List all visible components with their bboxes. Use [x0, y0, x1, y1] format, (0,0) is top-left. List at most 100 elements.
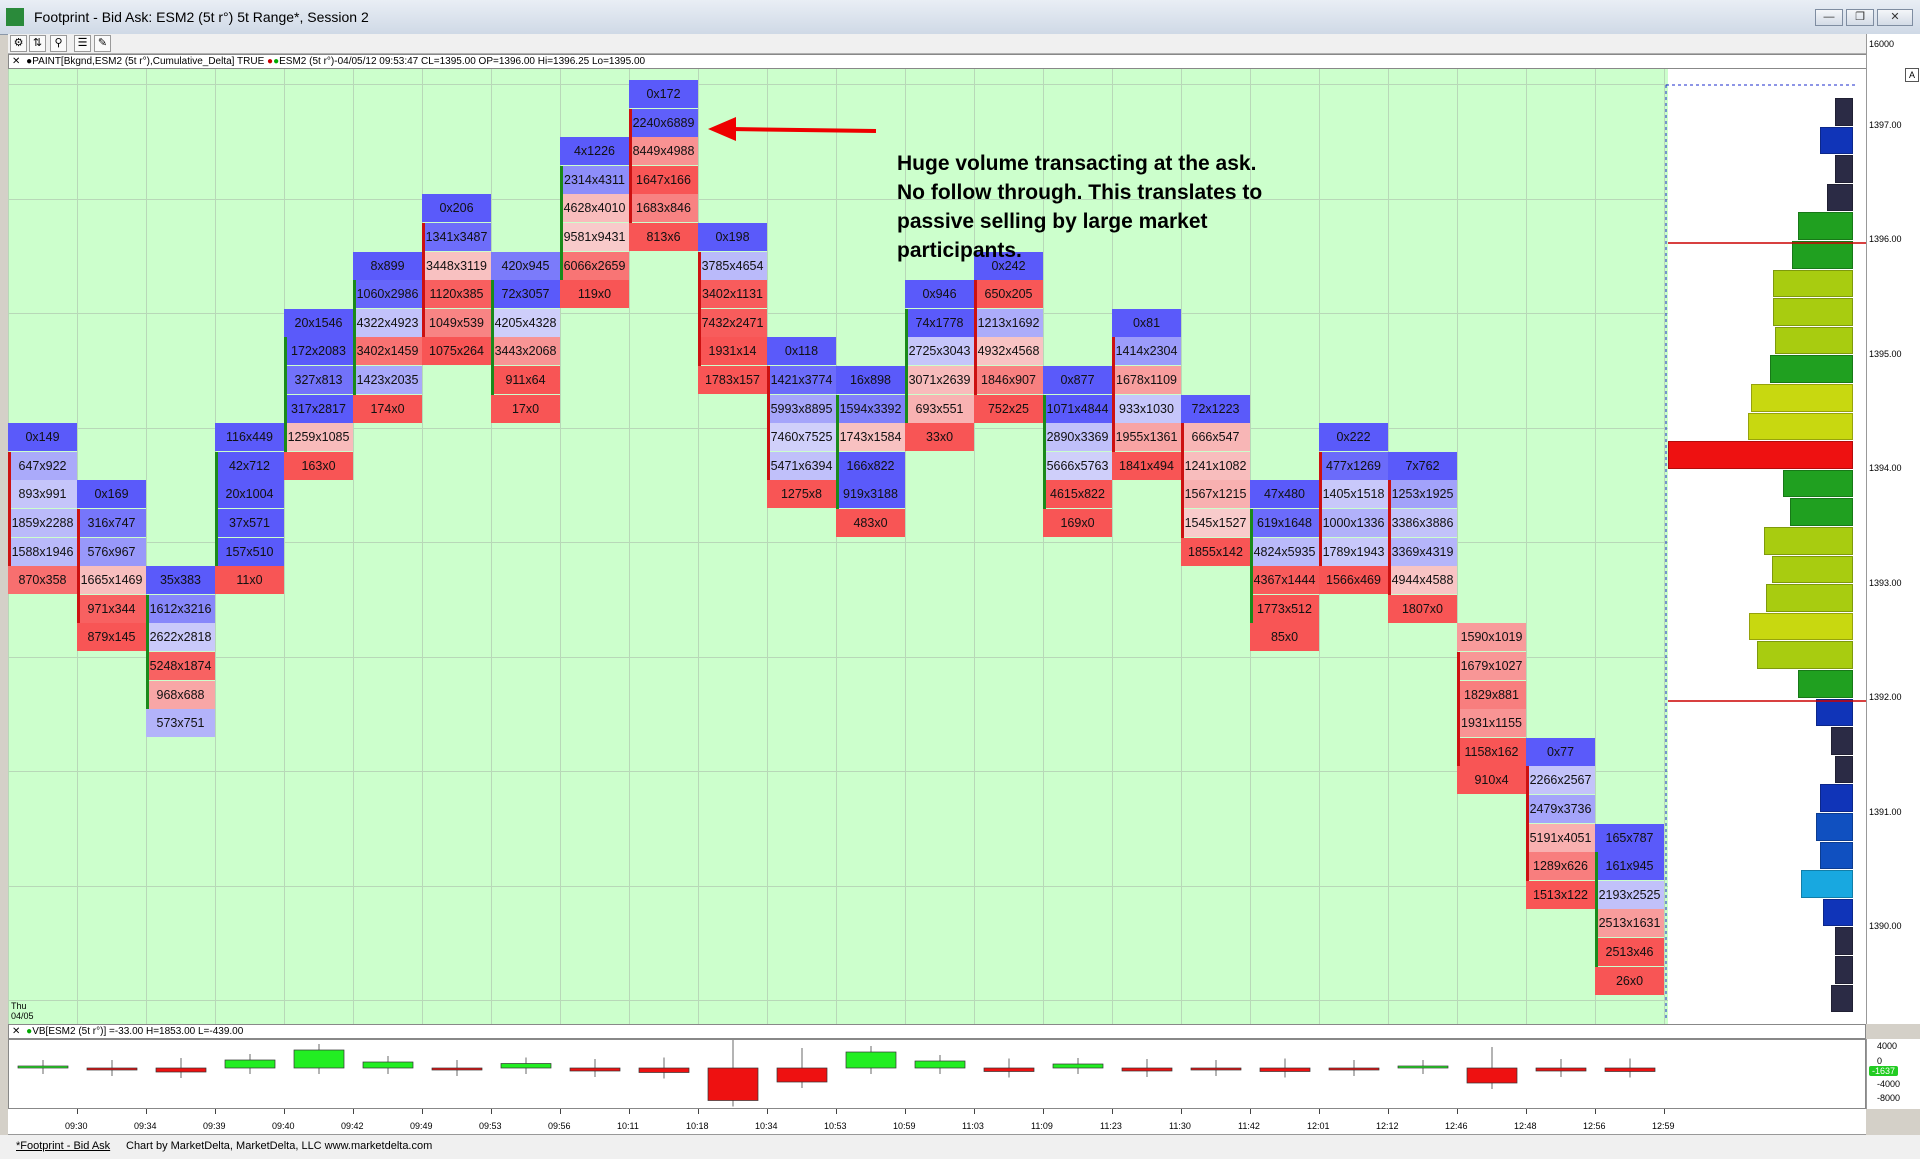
volume-breakdown-histogram — [17, 1029, 1656, 1107]
minimize-button[interactable]: — — [1815, 9, 1843, 26]
footprint-cell: 879x145 — [77, 623, 146, 652]
chart-type-icon[interactable]: ⇅ — [29, 35, 46, 52]
up-bar-marker — [215, 451, 218, 567]
drawing-icon[interactable]: ✎ — [94, 35, 111, 52]
annotation-overlay — [708, 84, 1866, 1019]
footprint-cell: 910x4 — [1457, 766, 1526, 795]
grid-line-vertical — [146, 69, 147, 1024]
close-vb-icon[interactable]: ✕ — [12, 1026, 21, 1037]
volume-profile-bar — [1668, 441, 1853, 469]
grid-line-vertical — [353, 69, 354, 1024]
footprint-cell: 0x149 — [8, 423, 77, 452]
time-axis-tick — [974, 1109, 975, 1114]
price-axis-label: 1397.00 — [1869, 120, 1902, 130]
time-axis-label: 11:42 — [1238, 1121, 1260, 1131]
volume-breakdown-bar — [1328, 1067, 1380, 1071]
footprint-cell: 5993x8895 — [767, 394, 836, 423]
down-bar-marker — [974, 280, 977, 395]
volume-breakdown-bar — [362, 1061, 414, 1069]
footprint-cell: 3443x2068 — [491, 337, 560, 366]
time-axis-tick — [1595, 1109, 1596, 1114]
footprint-cell: 2725x3043 — [905, 337, 974, 366]
volume-profile-bar — [1749, 612, 1853, 641]
footprint-cell: 5248x1874 — [146, 652, 215, 680]
footprint-cell: 1859x2288 — [8, 509, 77, 537]
up-bar-marker — [491, 280, 494, 395]
grid-line-vertical — [1595, 69, 1596, 1024]
footprint-cell: 666x547 — [1181, 423, 1250, 452]
volume-breakdown-axis: 4000 0 -1637 -4000 -8000 — [1866, 1039, 1920, 1109]
grid-line-horizontal — [8, 542, 1668, 543]
vb-current-value-badge: -1637 — [1869, 1066, 1899, 1076]
footprint-cell: 1405x1518 — [1319, 480, 1388, 509]
time-axis-label: 12:59 — [1652, 1121, 1675, 1131]
volume-breakdown-bar — [155, 1067, 207, 1073]
time-axis[interactable]: 09:30 09:34 09:39 09:40 09:42 09:49 09:53 09:56… — [8, 1109, 1866, 1135]
volume-breakdown-bar — [1604, 1067, 1656, 1072]
price-axis[interactable]: 16000 1397.00 1396.00 1395.00 1394.00 13… — [1866, 34, 1920, 1024]
volume-breakdown-bar — [86, 1067, 138, 1071]
volume-breakdown-info-bar: ✕ ●VB[ESM2 (5t r°)] =-33.00 H=1853.00 L=… — [8, 1024, 1866, 1039]
volume-breakdown-panel[interactable] — [8, 1029, 1866, 1109]
footprint-cell: 2513x46 — [1595, 938, 1664, 966]
footprint-cell: 20x1004 — [215, 480, 284, 509]
footprint-cell: 0x198 — [698, 223, 767, 251]
footprint-cell: 1213x1692 — [974, 308, 1043, 337]
volume-breakdown-bar — [224, 1059, 276, 1069]
footprint-chart[interactable]: 0x149 647x922 893x991 1859x2288 1588x1946 870… — [8, 69, 1866, 1024]
footprint-cell: 4824x5935 — [1250, 537, 1319, 566]
footprint-cell: 119x0 — [560, 280, 629, 309]
up-bar-marker — [905, 308, 908, 424]
footprint-cell: 3071x2639 — [905, 366, 974, 394]
time-axis-tick — [1112, 1109, 1113, 1114]
footprint-cell: 813x6 — [629, 223, 698, 251]
footprint-cell: 2622x2818 — [146, 623, 215, 652]
grid-line-horizontal — [8, 84, 1668, 85]
up-bar-marker — [353, 280, 356, 395]
footprint-cell: 1158x162 — [1457, 737, 1526, 766]
close-study-icon[interactable]: ✕ — [12, 56, 21, 67]
down-bar-marker — [629, 108, 632, 223]
vb-info-text: VB[ESM2 (5t r°)] =-33.00 H=1853.00 L=-43… — [32, 1026, 244, 1037]
annotation-text: Huge volume transacting at the ask. No f… — [897, 149, 1357, 265]
footprint-cell: 0x877 — [1043, 366, 1112, 394]
settings-icon[interactable]: ⚙ — [10, 35, 27, 52]
footprint-cell: 1594x3392 — [836, 394, 905, 423]
properties-icon[interactable]: ☰ — [74, 35, 91, 52]
price-axis-label: 16000 — [1869, 39, 1895, 49]
close-button[interactable]: ✕ — [1877, 9, 1913, 26]
time-axis-tick — [215, 1109, 216, 1114]
footprint-cell: 1566x469 — [1319, 566, 1388, 595]
volume-breakdown-bar — [638, 1067, 690, 1073]
time-axis-tick — [905, 1109, 906, 1114]
restore-button[interactable]: ❐ — [1846, 9, 1874, 26]
chart-toolbar: ⚙ ⇅ ⚲ ☰ ✎ — [8, 34, 1867, 54]
footprint-cell: 1071x4844 — [1043, 394, 1112, 423]
footprint-cell: 3448x3119 — [422, 251, 491, 280]
footprint-cell: 968x688 — [146, 680, 215, 709]
volume-profile-bar — [1773, 269, 1853, 298]
time-axis-tick — [1181, 1109, 1182, 1114]
volume-profile-bar — [1830, 984, 1853, 1013]
down-bar-marker — [8, 451, 11, 567]
footprint-cell: 0x946 — [905, 280, 974, 309]
up-bar-marker — [284, 337, 287, 452]
footprint-cell: 1000x1336 — [1319, 509, 1388, 537]
footprint-cell: 6066x2659 — [560, 251, 629, 280]
down-bar-marker — [1181, 423, 1184, 538]
study-info-bar: ✕ ●PAINT[Bkgnd,ESM2 (5t r°),Cumulative_D… — [8, 54, 1867, 69]
time-axis-tick — [491, 1109, 492, 1114]
footprint-cell: 1241x1082 — [1181, 451, 1250, 480]
price-axis-label: 1394.00 — [1869, 463, 1902, 473]
scale-button[interactable]: A — [1905, 68, 1919, 82]
footprint-cell: 971x344 — [77, 594, 146, 623]
footprint-cell: 4628x4010 — [560, 194, 629, 223]
footprint-cell: 16x898 — [836, 366, 905, 394]
zoom-icon[interactable]: ⚲ — [50, 35, 67, 52]
time-axis-tick — [836, 1109, 837, 1114]
footprint-cell: 169x0 — [1043, 509, 1112, 537]
footprint-tab[interactable]: *Footprint - Bid Ask — [16, 1140, 111, 1152]
footprint-cell: 1590x1019 — [1457, 623, 1526, 652]
footprint-cell: 752x25 — [974, 394, 1043, 423]
volume-breakdown-bar — [776, 1067, 828, 1083]
